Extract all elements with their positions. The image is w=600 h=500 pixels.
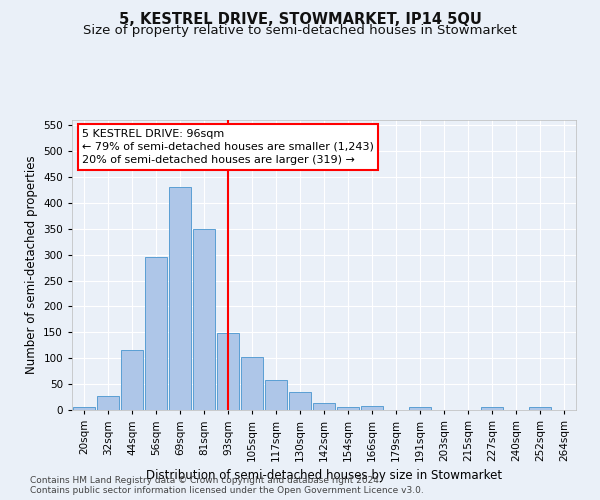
- Bar: [265, 380, 287, 410]
- Y-axis label: Number of semi-detached properties: Number of semi-detached properties: [25, 156, 38, 374]
- Bar: [73, 408, 95, 410]
- Bar: [337, 408, 359, 410]
- Text: Contains public sector information licensed under the Open Government Licence v3: Contains public sector information licen…: [30, 486, 424, 495]
- Bar: [313, 404, 335, 410]
- Bar: [97, 396, 119, 410]
- Bar: [169, 188, 191, 410]
- Text: 5, KESTREL DRIVE, STOWMARKET, IP14 5QU: 5, KESTREL DRIVE, STOWMARKET, IP14 5QU: [119, 12, 481, 28]
- X-axis label: Distribution of semi-detached houses by size in Stowmarket: Distribution of semi-detached houses by …: [146, 470, 502, 482]
- Bar: [289, 392, 311, 410]
- Text: Contains HM Land Registry data © Crown copyright and database right 2024.: Contains HM Land Registry data © Crown c…: [30, 476, 382, 485]
- Text: Size of property relative to semi-detached houses in Stowmarket: Size of property relative to semi-detach…: [83, 24, 517, 37]
- Bar: [409, 408, 431, 410]
- Text: 5 KESTREL DRIVE: 96sqm
← 79% of semi-detached houses are smaller (1,243)
20% of : 5 KESTREL DRIVE: 96sqm ← 79% of semi-det…: [82, 128, 374, 165]
- Bar: [145, 257, 167, 410]
- Bar: [529, 408, 551, 410]
- Bar: [481, 408, 503, 410]
- Bar: [217, 334, 239, 410]
- Bar: [361, 406, 383, 410]
- Bar: [121, 350, 143, 410]
- Bar: [241, 356, 263, 410]
- Bar: [193, 229, 215, 410]
